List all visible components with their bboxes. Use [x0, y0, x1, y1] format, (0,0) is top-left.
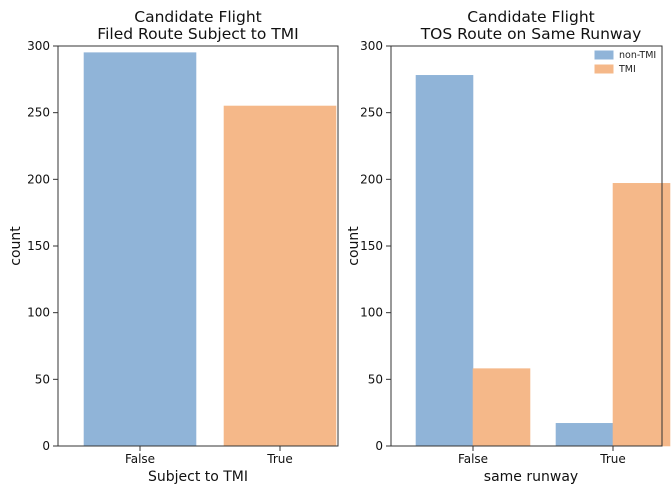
- legend-swatch-tmi: [594, 64, 614, 74]
- x-tick-label: True: [599, 452, 626, 466]
- bar-true: [223, 105, 337, 447]
- y-tick-label: 50: [35, 372, 50, 386]
- x-tick-label: True: [266, 452, 293, 466]
- chart-title-line-2: TOS Route on Same Runway: [420, 25, 642, 43]
- y-tick-label: 150: [360, 239, 383, 253]
- chart-title-line-1: Candidate Flight: [134, 8, 261, 26]
- legend-label-non-tmi: non-TMI: [619, 50, 656, 61]
- x-tick-label: False: [125, 452, 155, 466]
- bar-non-tmi-true: [555, 423, 614, 447]
- y-tick-label: 0: [42, 439, 50, 453]
- y-axis-label: count: [346, 226, 362, 266]
- y-tick-label: 300: [27, 39, 50, 53]
- chart-title-line-2: Filed Route Subject to TMI: [97, 25, 298, 43]
- y-tick-label: 100: [27, 306, 50, 320]
- y-tick-label: 0: [375, 439, 383, 453]
- y-tick-label: 300: [360, 39, 383, 53]
- bar-non-tmi-false: [415, 75, 474, 447]
- chart-title-line-1: Candidate Flight: [467, 8, 594, 26]
- y-tick-label: 100: [360, 306, 383, 320]
- x-axis-label: same runway: [484, 469, 578, 485]
- bar-tmi-false: [472, 368, 531, 447]
- y-tick-label: 50: [368, 372, 383, 386]
- y-tick-label: 150: [27, 239, 50, 253]
- bar-false: [83, 52, 197, 447]
- legend-swatch-non-tmi: [594, 50, 614, 60]
- y-tick-label: 200: [360, 172, 383, 186]
- y-tick-label: 250: [27, 106, 50, 120]
- bar-tmi-true: [612, 183, 671, 447]
- x-tick-label: False: [458, 452, 488, 466]
- y-tick-label: 250: [360, 106, 383, 120]
- x-axis-label: Subject to TMI: [148, 469, 248, 485]
- y-tick-label: 200: [27, 172, 50, 186]
- legend-label-tmi: TMI: [618, 64, 636, 75]
- y-axis-label: count: [8, 226, 24, 266]
- legend: non-TMI TMI: [594, 50, 656, 75]
